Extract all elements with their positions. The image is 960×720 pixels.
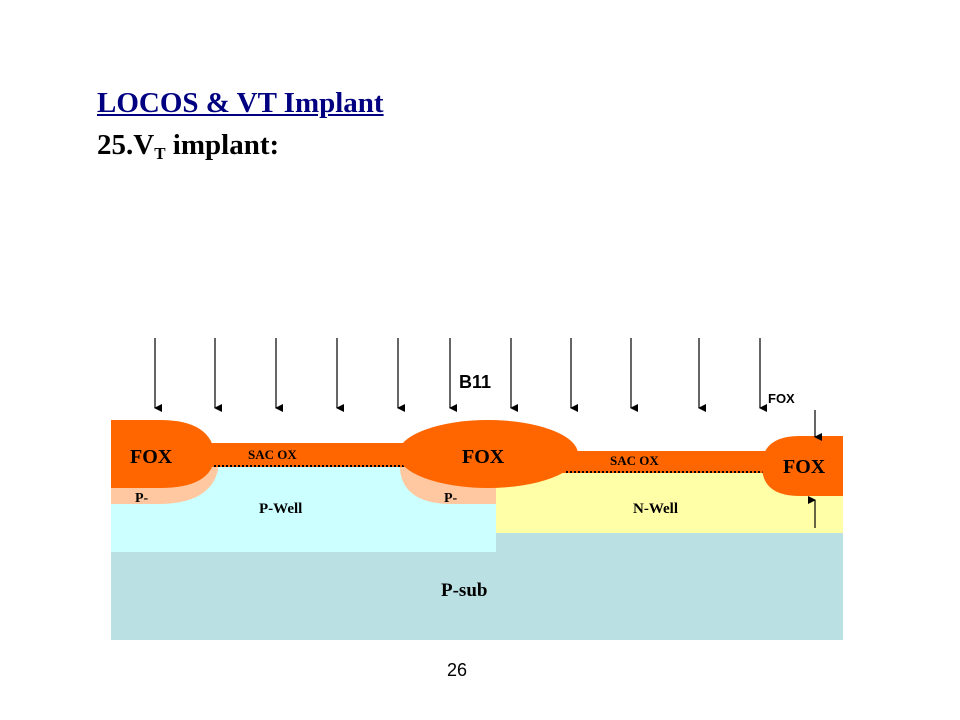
p-sub-label: P-sub xyxy=(441,580,487,601)
fox-right-label: FOX xyxy=(783,456,826,478)
fox-middle-region xyxy=(398,420,578,488)
fox-middle-label: FOX xyxy=(462,446,505,468)
slide-subtitle: 25.VT implant: xyxy=(97,129,279,164)
sac-ox-left-layer xyxy=(200,443,412,467)
sac-ox-right-layer xyxy=(560,451,782,473)
p-minus-middle-label: P- xyxy=(444,491,458,506)
slide-title: LOCOS & VT Implant xyxy=(97,87,384,119)
fox-left-label: FOX xyxy=(130,446,173,468)
subtitle-prefix: 25.V xyxy=(97,129,155,161)
sac-ox-left-label: SAC OX xyxy=(248,447,297,462)
sac-ox-right-label: SAC OX xyxy=(610,453,659,468)
subtitle-suffix: implant: xyxy=(165,129,280,161)
fox-left-region xyxy=(111,420,215,488)
fox-callout-label: FOX xyxy=(768,391,795,406)
fox-right-region xyxy=(762,436,843,496)
p-minus-left-label: P- xyxy=(135,491,149,506)
subtitle-subscript: T xyxy=(154,144,166,163)
implant-arrows xyxy=(154,338,767,412)
p-well-label: P-Well xyxy=(259,501,302,517)
n-well-label: N-Well xyxy=(633,501,678,517)
implant-species-label: B11 xyxy=(459,372,491,392)
page-number: 26 xyxy=(446,660,468,680)
